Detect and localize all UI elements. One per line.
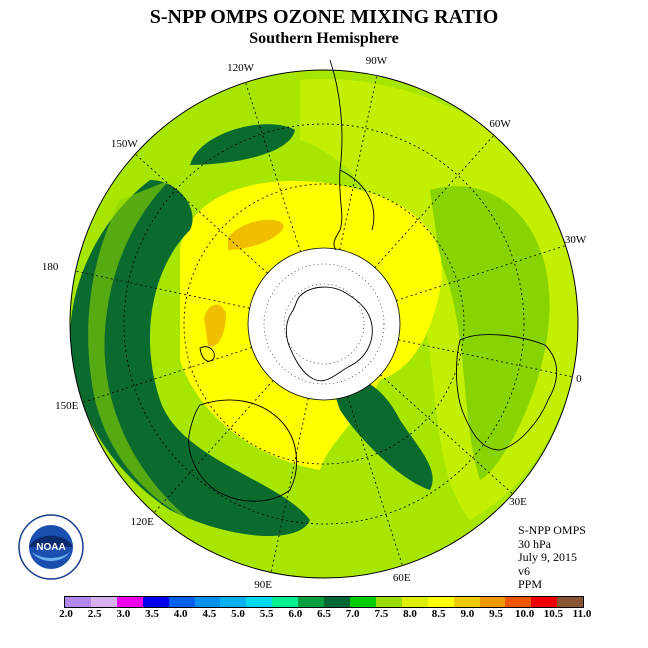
lon-label-120e: 120E bbox=[130, 516, 154, 529]
colorbar-tick-label: 11.0 bbox=[572, 608, 592, 620]
colorbar-swatch bbox=[298, 597, 325, 607]
africa-coast bbox=[456, 334, 558, 451]
noaa-logo: NOAA bbox=[18, 514, 84, 580]
new-zealand-coast bbox=[199, 346, 215, 362]
colorbar-swatch bbox=[349, 597, 376, 607]
colorbar-tick-label: 10.0 bbox=[515, 608, 535, 620]
meta-date: July 9, 2015 bbox=[518, 550, 578, 564]
colorbar-tick-label: 8.0 bbox=[403, 608, 417, 620]
colorbar-tick-label: 9.5 bbox=[489, 608, 503, 620]
colorbar-swatch bbox=[220, 597, 247, 607]
colorbar-swatch bbox=[246, 597, 273, 607]
colorbar-tick-label: 4.5 bbox=[202, 608, 217, 620]
lon-label-120w: 120W bbox=[227, 62, 255, 75]
colorbar-tick-label: 2.5 bbox=[87, 608, 102, 620]
meta-instrument: S-NPP OMPS bbox=[518, 523, 586, 537]
lon-label-180: 180 bbox=[41, 261, 59, 274]
colorbar-tick-label: 7.0 bbox=[345, 608, 360, 620]
colorbar-swatch bbox=[65, 597, 91, 607]
colorbar-swatch bbox=[557, 597, 584, 607]
map-metadata: S-NPP OMPS 30 hPa July 9, 2015 v6 PPM bbox=[518, 523, 586, 592]
colorbar-swatch bbox=[168, 597, 195, 607]
ozone-field bbox=[70, 70, 578, 578]
colorbar-ticks: 2.0 2.5 3.0 3.5 4.0 4.5 5.0 5.5 6.0 6.5 7.0 7.5 8.0 8… bbox=[0, 608, 648, 624]
colorbar-swatch bbox=[194, 597, 221, 607]
colorbar-tick-label: 10.5 bbox=[543, 608, 563, 620]
colorbar-swatch bbox=[272, 597, 299, 607]
polar-night-mask bbox=[247, 247, 401, 401]
lon-label-0: 0 bbox=[576, 372, 582, 385]
australia-coast bbox=[188, 399, 297, 502]
noaa-logo-text: NOAA bbox=[36, 542, 65, 553]
colorbar-tick-label: 6.0 bbox=[288, 608, 303, 620]
coastlines bbox=[188, 59, 558, 502]
meta-version: v6 bbox=[518, 563, 530, 578]
colorbar-swatch bbox=[479, 597, 506, 607]
colorbar-swatch bbox=[401, 597, 428, 607]
colorbar-swatch bbox=[116, 597, 143, 607]
colorbar-swatch bbox=[505, 597, 532, 607]
colorbar-swatch bbox=[531, 597, 558, 607]
south-america-coast bbox=[329, 59, 375, 251]
globe-outline bbox=[69, 69, 579, 579]
lon-label-90w: 90W bbox=[365, 54, 388, 67]
colorbar-swatch bbox=[427, 597, 454, 607]
colorbar-tick-label: 9.0 bbox=[460, 608, 475, 620]
colorbar-swatch bbox=[90, 597, 117, 607]
colorbar-tick-label: 2.0 bbox=[59, 608, 73, 620]
inner-grid bbox=[263, 263, 385, 385]
map-subtitle: Southern Hemisphere bbox=[249, 30, 399, 47]
colorbar-swatch bbox=[375, 597, 402, 607]
colorbar-tick-label: 7.5 bbox=[374, 608, 389, 620]
map-title: S-NPP OMPS OZONE MIXING RATIO bbox=[149, 6, 499, 28]
colorbar-swatch bbox=[142, 597, 169, 607]
lon-label-30e: 30E bbox=[509, 496, 527, 509]
latitude-grid bbox=[123, 123, 525, 525]
antarctica-coast bbox=[285, 286, 373, 382]
meta-units: PPM bbox=[518, 577, 543, 591]
lon-label-150e: 150E bbox=[55, 399, 79, 412]
lon-label-60e: 60E bbox=[392, 571, 411, 584]
colorbar-tick-label: 8.5 bbox=[431, 608, 446, 620]
lon-label-150w: 150W bbox=[110, 137, 138, 150]
colorbar-tick-label: 3.0 bbox=[116, 608, 131, 620]
colorbar-swatch bbox=[324, 597, 350, 607]
colorbar-tick-label: 5.0 bbox=[231, 608, 245, 620]
lon-label-30w: 30W bbox=[564, 234, 587, 247]
colorbar bbox=[64, 596, 584, 608]
colorbar-swatch bbox=[453, 597, 480, 607]
lon-label-90e: 90E bbox=[254, 579, 272, 592]
colorbar-tick-label: 3.5 bbox=[145, 608, 159, 620]
colorbar-tick-label: 6.5 bbox=[317, 608, 331, 620]
lon-label-60w: 60W bbox=[489, 117, 511, 130]
colorbar-tick-label: 5.5 bbox=[259, 608, 274, 620]
meta-pressure: 30 hPa bbox=[518, 536, 551, 551]
colorbar-tick-label: 4.0 bbox=[173, 608, 188, 620]
